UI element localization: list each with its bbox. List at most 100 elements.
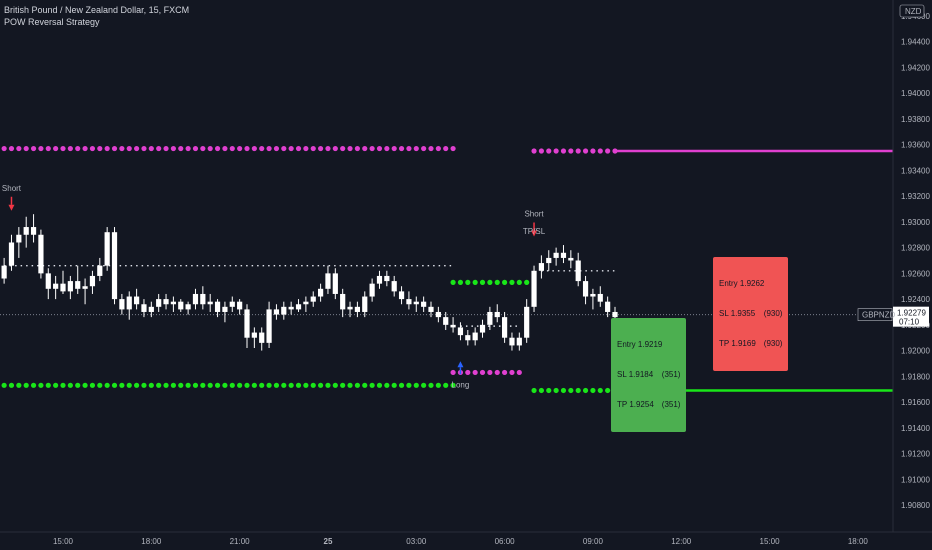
- support-level-dot: [16, 382, 22, 388]
- candle: [428, 301, 434, 318]
- currency-badge[interactable]: [899, 4, 925, 18]
- candle-body: [75, 281, 81, 289]
- short-signal-label: Short: [2, 184, 22, 193]
- candle-body: [354, 306, 360, 312]
- candle-body: [207, 301, 213, 305]
- candle-body: [170, 301, 176, 305]
- y-tick-label: 1.91600: [901, 398, 930, 407]
- candle: [450, 317, 456, 333]
- support-level-dot: [259, 382, 265, 388]
- support-level-dot: [391, 382, 397, 388]
- resistance-level-dot: [214, 145, 221, 152]
- candle-body: [119, 299, 125, 310]
- candle: [376, 270, 383, 289]
- support-level-dot: [229, 382, 235, 388]
- candle-body: [259, 332, 265, 343]
- support-level-dot: [524, 279, 530, 285]
- resistance-level-dot: [421, 145, 427, 152]
- candle: [406, 291, 412, 310]
- resistance-level-dot: [237, 145, 243, 152]
- candle-body: [163, 299, 169, 305]
- candle-body: [16, 234, 22, 243]
- resistance-level-dot: [354, 145, 360, 152]
- candle: [104, 227, 110, 271]
- long-entry-label: Entry: [617, 340, 636, 349]
- candle: [38, 229, 44, 279]
- price-axis-panel[interactable]: [893, 0, 932, 550]
- resistance-level-dot: [568, 148, 574, 154]
- resistance-level-dot: [178, 145, 184, 152]
- candle-body: [575, 260, 581, 282]
- resistance-level-dot: [391, 145, 397, 152]
- candle-body: [134, 296, 140, 305]
- x-tick-label: 15:00: [760, 537, 781, 546]
- candle: [178, 299, 184, 312]
- candle: [347, 301, 353, 318]
- resistance-level-dot: [428, 145, 434, 152]
- resistance-level-dot: [332, 145, 338, 152]
- support-level-dot: [281, 382, 287, 388]
- resistance-level-dot: [479, 369, 486, 376]
- short-entry-label: Entry: [719, 279, 738, 288]
- y-tick-label: 1.92800: [901, 244, 930, 253]
- candle-body: [303, 301, 309, 305]
- candle: [310, 291, 316, 307]
- resistance-level-dot: [590, 148, 596, 154]
- support-level-dot: [156, 382, 162, 388]
- support-level-dot: [421, 382, 427, 388]
- resistance-level-dot: [340, 145, 346, 152]
- resistance-level-dot: [376, 145, 383, 152]
- support-level-dot: [89, 382, 96, 388]
- candle-body: [568, 257, 574, 261]
- short-sl-points: (930): [763, 309, 783, 318]
- candle-body: [560, 252, 567, 258]
- support-level-dot: [53, 382, 59, 388]
- candle: [398, 286, 405, 305]
- short-sl-value: 1.9355: [730, 309, 756, 318]
- candle-body: [472, 332, 478, 341]
- resistance-level-dot: [575, 148, 581, 154]
- candle-body: [487, 311, 493, 325]
- long-entry-value: 1.9219: [637, 340, 663, 349]
- candle: [266, 301, 272, 349]
- support-level-dot: [214, 382, 221, 388]
- support-level-dot: [104, 382, 110, 388]
- candle: [582, 275, 589, 305]
- support-level-dot: [354, 382, 360, 388]
- candle: [487, 306, 493, 330]
- resistance-level-dot: [531, 148, 537, 154]
- candle-body: [376, 275, 383, 284]
- candle-body: [531, 270, 537, 307]
- candle-body: [465, 335, 471, 341]
- support-level-dot: [266, 382, 272, 388]
- candle-body: [325, 273, 331, 289]
- resistance-level-dot: [163, 145, 169, 152]
- support-level-dot: [200, 382, 206, 388]
- resistance-level-dot: [384, 145, 390, 152]
- resistance-level-dot: [185, 145, 191, 152]
- candle: [148, 301, 154, 318]
- support-level-dot: [347, 382, 353, 388]
- support-level-dot: [509, 279, 515, 285]
- resistance-level-dot: [156, 145, 162, 152]
- candle-body: [597, 293, 603, 302]
- support-level-dot: [575, 387, 581, 394]
- support-level-dot: [207, 382, 213, 388]
- candle-body: [200, 293, 206, 305]
- resistance-level-dot: [435, 145, 441, 152]
- candle: [332, 268, 338, 300]
- support-level-dot: [148, 382, 154, 388]
- support-level-dot: [487, 279, 493, 285]
- candle-body: [428, 306, 434, 312]
- y-tick-label: 1.93000: [901, 218, 930, 227]
- resistance-level-dot: [281, 145, 287, 152]
- resistance-level-dot: [295, 145, 302, 152]
- resistance-level-dot: [134, 145, 140, 152]
- support-level-dot: [303, 382, 309, 388]
- candle-body: [538, 263, 544, 271]
- resistance-level-dot: [45, 145, 51, 152]
- x-tick-label: 25: [324, 537, 333, 546]
- candle: [413, 296, 419, 312]
